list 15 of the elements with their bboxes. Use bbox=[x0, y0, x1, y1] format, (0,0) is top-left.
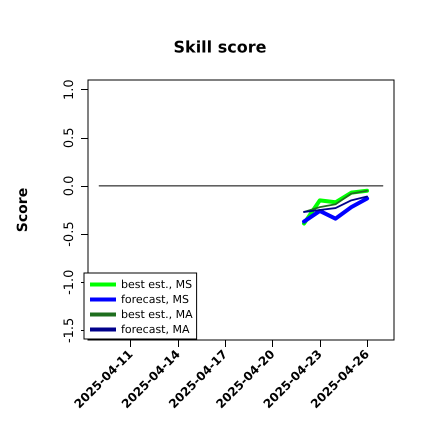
line-series bbox=[302, 196, 370, 224]
line-series bbox=[303, 190, 368, 213]
y-tick-label: -1.5 bbox=[62, 318, 77, 344]
y-tick-label: 1.0 bbox=[62, 79, 77, 100]
legend-label: best est., MS bbox=[121, 278, 192, 291]
chart-title: Skill score bbox=[174, 38, 267, 56]
line-series bbox=[303, 196, 368, 213]
legend-label: forecast, MS bbox=[121, 293, 189, 306]
y-axis-title: Score bbox=[15, 188, 31, 232]
y-tick-label: 0.0 bbox=[62, 176, 77, 196]
legend-label: forecast, MA bbox=[121, 323, 190, 336]
legend-label: best est., MA bbox=[121, 308, 194, 321]
y-tick-label: 0.5 bbox=[62, 127, 77, 148]
y-tick-label: -1.0 bbox=[62, 270, 77, 295]
y-tick-label: -0.5 bbox=[62, 221, 77, 247]
